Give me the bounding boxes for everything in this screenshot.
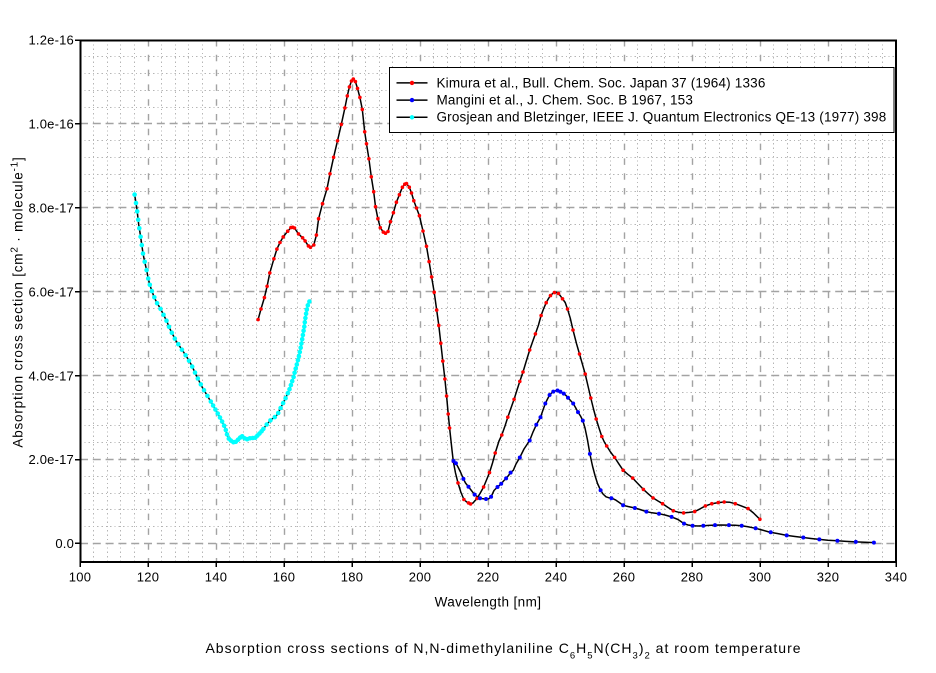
- svg-text:Absorption cross section [cm2: Absorption cross section [cm2 · molecule…: [10, 156, 26, 447]
- svg-text:240: 240: [545, 570, 568, 585]
- svg-text:Kimura et al., Bull. Chem. Soc: Kimura et al., Bull. Chem. Soc. Japan 37…: [437, 75, 766, 90]
- svg-text:Grosjean and Bletzinger, IEEE: Grosjean and Bletzinger, IEEE J. Quantum…: [437, 110, 887, 125]
- svg-text:Mangini et al., J. Chem. Soc.: Mangini et al., J. Chem. Soc. B 1967, 15…: [437, 93, 694, 108]
- svg-text:160: 160: [273, 570, 296, 585]
- svg-text:260: 260: [613, 570, 636, 585]
- svg-text:340: 340: [885, 570, 908, 585]
- svg-text:6.0e-17: 6.0e-17: [29, 284, 75, 299]
- svg-text:Wavelength [nm]: Wavelength [nm]: [435, 595, 542, 610]
- svg-text:140: 140: [205, 570, 228, 585]
- svg-text:2.0e-17: 2.0e-17: [29, 452, 75, 467]
- svg-text:300: 300: [749, 570, 772, 585]
- svg-text:1.2e-16: 1.2e-16: [29, 33, 75, 48]
- svg-text:1.0e-16: 1.0e-16: [29, 117, 75, 132]
- svg-text:100: 100: [69, 570, 92, 585]
- svg-text:0.0: 0.0: [55, 536, 74, 551]
- svg-text:4.0e-17: 4.0e-17: [29, 368, 75, 383]
- svg-text:180: 180: [341, 570, 364, 585]
- svg-text:200: 200: [409, 570, 432, 585]
- svg-text:120: 120: [137, 570, 160, 585]
- svg-text:280: 280: [681, 570, 704, 585]
- svg-text:8.0e-17: 8.0e-17: [29, 201, 75, 216]
- svg-text:320: 320: [817, 570, 840, 585]
- svg-text:220: 220: [477, 570, 500, 585]
